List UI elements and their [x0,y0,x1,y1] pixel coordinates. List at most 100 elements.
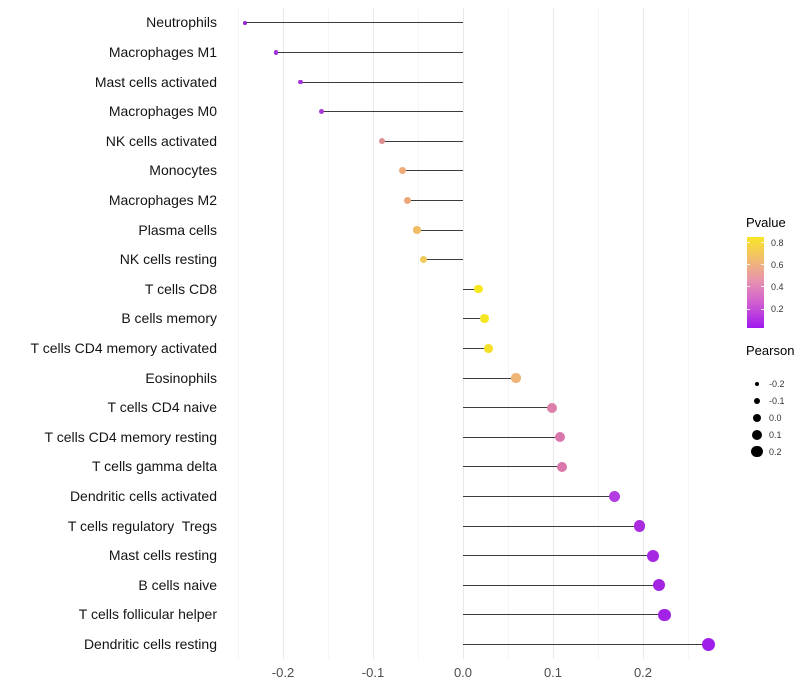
legend-size-label: 0.0 [769,412,782,423]
pvalue-legend: Pvalue 0.8 0.6 0.4 0.2 [746,215,800,328]
y-axis-label: T cells regulatory Tregs [67,517,217,534]
plot-panel [222,8,730,659]
y-axis-label: Macrophages M1 [108,43,217,60]
major-gridline [462,8,464,659]
lollipop-stem [463,495,615,497]
gradient-tick-mark [761,242,764,244]
lollipop-dot [658,608,671,621]
legend-size-label: -0.1 [769,395,785,406]
y-axis-label: T cells CD4 memory resting [44,428,217,445]
lollipop-stem [423,259,463,261]
lollipop-dot [547,402,558,413]
x-tick-label: -0.1 [361,665,385,680]
x-tick-label: 0.2 [633,665,653,680]
y-axis-label: Macrophages M0 [108,103,217,120]
minor-gridline [237,8,239,659]
y-axis-label: Plasma cells [138,221,217,238]
gradient-tick-label: 0.4 [771,281,784,292]
y-axis-label: Macrophages M2 [108,191,217,208]
y-axis-label: Eosinophils [145,369,217,386]
legend-size-label: 0.1 [769,429,782,440]
gradient-tick-mark [761,308,764,310]
x-tick-label: -0.2 [271,665,295,680]
y-axis-label: Dendritic cells activated [69,487,217,504]
y-axis-label: T cells gamma delta [91,458,217,475]
y-axis-label: Mast cells activated [94,73,217,90]
pvalue-legend-title: Pvalue [746,215,786,230]
minor-gridline [507,8,509,659]
lollipop-dot [413,226,421,234]
lollipop-dot [483,344,493,353]
lollipop-stem [463,643,709,645]
lollipop-stem [463,584,660,586]
legend-size-dot [753,397,761,405]
lollipop-stem [402,170,463,172]
major-gridline [552,8,554,659]
lollipop-dot [633,520,646,532]
lollipop-stem [417,229,463,231]
lollipop-dot [297,79,303,85]
lollipop-stem [382,140,463,142]
y-axis-label: T cells follicular helper [78,606,217,623]
lollipop-dot [702,637,716,651]
lollipop-dot [273,50,279,55]
gradient-tick-label: 0.8 [771,237,784,248]
major-gridline [282,8,284,659]
minor-gridline [417,8,419,659]
x-tick-label: 0.1 [543,665,563,680]
legend-size-label: 0.2 [769,446,782,457]
gradient-tick-label: 0.6 [771,259,784,270]
y-axis-label: Mast cells resting [108,547,217,564]
gradient-tick-mark [761,286,764,288]
legend-size-dot [752,413,762,422]
minor-gridline [327,8,329,659]
y-axis-label: NK cells activated [105,132,217,149]
lollipop-dot [419,255,428,264]
lollipop-dot [480,314,489,324]
legend-size-dot [754,381,760,387]
y-axis-label: T cells CD4 naive [107,399,217,416]
legend-size-label: -0.2 [769,379,785,389]
lollipop-dot [608,490,620,502]
lollipop-dot [511,373,521,383]
lollipop-stem [463,525,640,527]
lollipop-stem [407,199,463,201]
minor-gridline [687,8,689,659]
minor-gridline [597,8,599,659]
lollipop-dot [474,284,483,294]
lollipop-dot [653,579,666,592]
lollipop-dot [555,432,566,443]
lollipop-dot [378,137,386,145]
lollipop-stem [463,614,665,616]
gradient-tick-mark [747,264,750,266]
y-axis-label: NK cells resting [119,251,217,268]
y-axis-label: Neutrophils [146,14,217,31]
lollipop-dot [243,20,248,25]
legend-size-dot [751,445,763,458]
gradient-tick-mark [761,264,764,266]
lollipop-dot [556,461,568,472]
gradient-tick-mark [747,286,750,288]
pearson-legend-items: -0.2 -0.1 0.0 0.1 0.2 [746,368,800,473]
lollipop-stem [463,436,561,438]
major-gridline [642,8,644,659]
lollipop-stem [300,81,463,83]
pearson-legend: Pearson -0.2 -0.1 0.0 0.1 0.2 [746,343,800,473]
y-axis-label: B cells memory [121,310,217,327]
gradient-tick-mark [747,308,750,310]
lollipop-stem [463,347,489,349]
y-axis-label: Monocytes [149,162,217,179]
lollipop-stem [463,555,653,557]
gradient-tick-label: 0.2 [771,304,784,315]
lollipop-stem [275,51,463,53]
y-axis-label: T cells CD8 [144,280,217,297]
major-gridline [372,8,374,659]
lollipop-stem [463,407,553,409]
lollipop-stem [463,466,562,468]
y-axis-label: T cells CD4 memory activated [30,339,217,356]
x-tick-label: 0.0 [453,665,473,680]
lollipop-dot [646,549,659,562]
lollipop-stem [321,111,463,113]
lollipop-dot [403,196,411,204]
